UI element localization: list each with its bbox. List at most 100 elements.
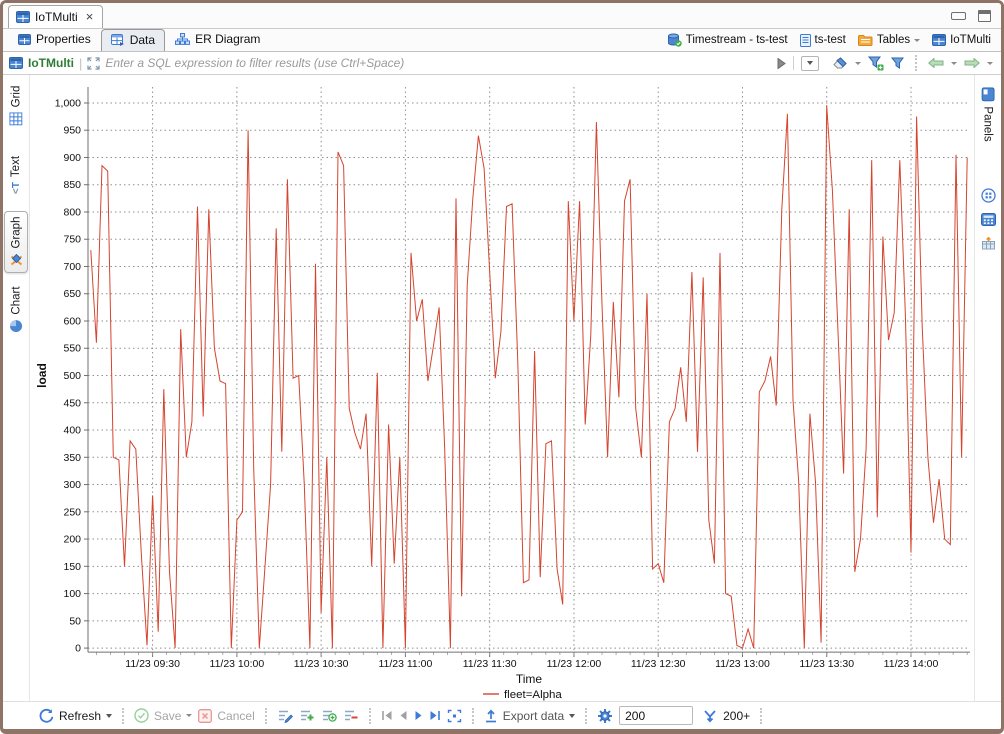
divider (915, 55, 917, 71)
nav-back-icon[interactable] (928, 58, 944, 68)
focus-row-icon[interactable] (447, 709, 462, 723)
save-label: Save (154, 708, 182, 723)
close-icon[interactable]: × (85, 9, 94, 24)
svg-text:load: load (35, 363, 49, 388)
tab-panels[interactable]: Panels (975, 79, 1002, 149)
svg-text:11/23 14:00: 11/23 14:00 (884, 659, 939, 670)
add-row-icon[interactable] (299, 708, 315, 723)
check-circle-icon (134, 708, 149, 723)
minimize-icon[interactable] (951, 12, 966, 20)
calculator-icon[interactable] (975, 207, 1002, 231)
presentation-switcher: Grid < T Text Graph (3, 75, 30, 701)
filter-save-icon[interactable] (868, 56, 884, 71)
chevron-down-icon[interactable] (987, 61, 993, 65)
edit-row-icon[interactable] (277, 708, 293, 723)
cancel-icon (198, 708, 213, 723)
result-tab-bar: Properties Data ER Diagram Timestream - … (3, 29, 1001, 52)
tab-chart[interactable]: Chart (3, 283, 30, 335)
svg-text:11/23 13:30: 11/23 13:30 (799, 659, 854, 670)
data-table-icon (110, 34, 125, 46)
fetch-size-input[interactable] (619, 706, 694, 725)
apply-filter-play-icon[interactable] (777, 57, 786, 69)
svg-text:350: 350 (63, 453, 81, 464)
refresh-icon (39, 708, 54, 723)
svg-text:11/23 12:30: 11/23 12:30 (631, 659, 686, 670)
last-page-icon[interactable] (429, 710, 441, 721)
svg-text:800: 800 (63, 207, 81, 218)
save-button[interactable]: Save (134, 708, 193, 723)
tab-label: Data (129, 33, 156, 47)
gear-icon[interactable] (597, 708, 613, 724)
breadcrumb-datasource[interactable]: Timestream - ts-test (667, 33, 788, 47)
folder-icon (857, 34, 873, 46)
svg-text:11/23 13:00: 11/23 13:00 (715, 659, 770, 670)
filter-icon[interactable] (891, 57, 904, 69)
value-viewer-icon[interactable] (975, 183, 1002, 207)
tab-label: Properties (36, 32, 91, 46)
breadcrumb-table[interactable]: IoTMulti (932, 34, 991, 46)
expand-filter-icon[interactable] (87, 56, 100, 70)
maximize-icon[interactable] (978, 10, 991, 22)
tab-grid[interactable]: Grid (3, 79, 30, 131)
chevron-down-icon (186, 714, 193, 717)
tab-properties[interactable]: Properties (8, 28, 101, 51)
chart-panel[interactable]: 0 50 100 150 200 250 300 350 400 450 500 550 600 650 7… (30, 75, 974, 701)
breadcrumb-label: ts-test (814, 34, 846, 46)
editor-tab-iotmulti[interactable]: IoTMulti × (8, 5, 104, 28)
divider (471, 707, 474, 724)
refresh-button[interactable]: Refresh (39, 708, 113, 723)
prev-page-icon[interactable] (399, 710, 408, 721)
tab-label: ER Diagram (195, 32, 261, 46)
chevron-down-icon (106, 713, 113, 718)
tab-er-diagram[interactable]: ER Diagram (165, 28, 270, 51)
first-page-icon[interactable] (381, 710, 393, 721)
breadcrumb-label: Tables (876, 34, 911, 46)
svg-text:1,000: 1,000 (55, 98, 81, 109)
svg-text:450: 450 (63, 398, 81, 409)
breadcrumb-tables[interactable]: Tables (857, 34, 921, 46)
table-icon (16, 10, 30, 23)
filter-history-dropdown[interactable] (801, 55, 819, 71)
svg-text:500: 500 (63, 371, 81, 382)
chevron-down-icon[interactable] (855, 61, 861, 65)
table-icon (9, 57, 23, 69)
load-chart-svg: 0 50 100 150 200 250 300 350 400 450 500 550 600 650 7… (35, 86, 970, 701)
svg-text:150: 150 (63, 562, 81, 573)
svg-text:900: 900 (63, 153, 81, 164)
chevron-down-icon[interactable] (951, 61, 957, 65)
tab-text[interactable]: < T Text (3, 149, 30, 201)
svg-text:0: 0 (75, 644, 81, 655)
divider (122, 707, 125, 724)
nav-forward-icon[interactable] (964, 58, 980, 68)
grid-icon (9, 111, 23, 125)
tab-data[interactable]: Data (100, 29, 166, 51)
export-data-button[interactable]: Export data (484, 708, 576, 723)
duplicate-row-icon[interactable] (321, 708, 337, 723)
cancel-label: Cancel (217, 708, 255, 723)
export-label: Export data (502, 708, 565, 723)
eraser-icon[interactable] (832, 56, 848, 70)
fetch-next-segment-button[interactable]: 200+ (703, 709, 750, 723)
breadcrumb: Timestream - ts-test ts-test Tables Io (667, 33, 1001, 51)
text-icon: < T (10, 182, 22, 195)
tab-graph[interactable]: Graph (4, 211, 28, 273)
er-diagram-icon (175, 33, 191, 45)
svg-text:200: 200 (63, 535, 81, 546)
delete-row-icon[interactable] (343, 708, 359, 723)
fetch-more-icon (703, 709, 718, 723)
svg-text:Time: Time (516, 672, 543, 686)
divider (760, 707, 763, 724)
grouping-panel-icon[interactable] (975, 231, 1002, 255)
svg-text:300: 300 (63, 480, 81, 491)
svg-text:11/23 12:00: 11/23 12:00 (547, 659, 602, 670)
pie-chart-icon (10, 319, 23, 332)
breadcrumb-database[interactable]: ts-test (799, 33, 846, 47)
cancel-button[interactable]: Cancel (198, 708, 255, 723)
breadcrumb-label: Timestream - ts-test (685, 34, 788, 46)
next-page-icon[interactable] (414, 710, 423, 721)
refresh-label: Refresh (59, 708, 102, 723)
svg-text:11/23 11:00: 11/23 11:00 (378, 659, 432, 670)
panels-strip: Panels (974, 75, 1001, 701)
svg-text:550: 550 (63, 344, 81, 355)
sql-filter-input[interactable] (105, 54, 772, 72)
